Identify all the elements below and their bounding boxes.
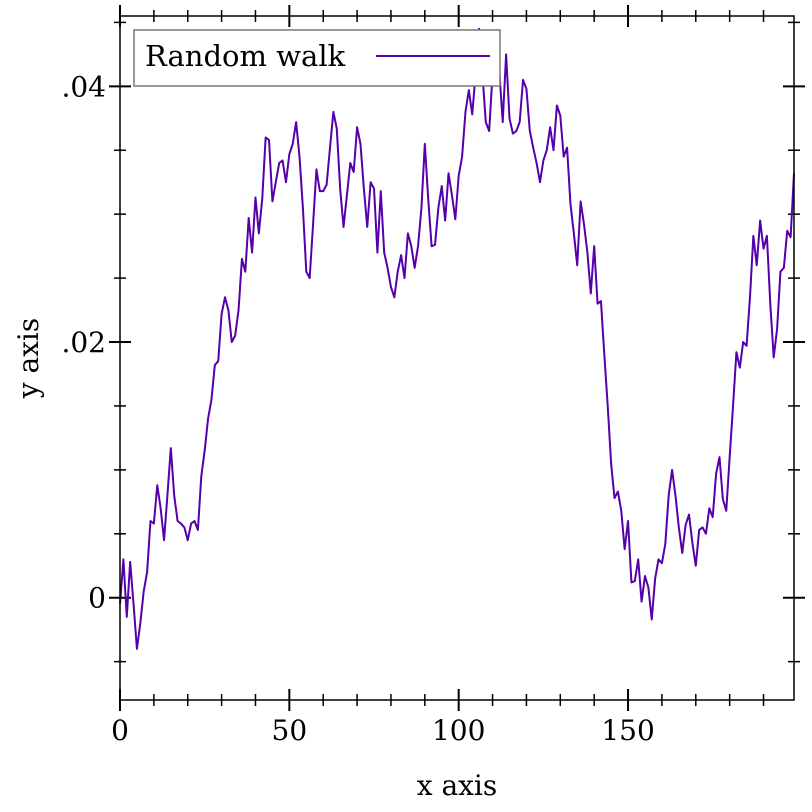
x-tick-label: 0	[111, 714, 129, 747]
legend-label-random-walk: Random walk	[145, 39, 346, 73]
y-tick-label: .02	[61, 326, 106, 359]
x-tick-label: 50	[272, 714, 308, 747]
legend: Random walk	[133, 29, 501, 87]
tick-labels: 0 50 100 150 0 .02 .04	[61, 70, 654, 747]
x-tick-label: 100	[432, 714, 485, 747]
plot-frame	[119, 15, 795, 701]
series-line-random-walk	[119, 27, 795, 650]
axis-ticks	[109, 5, 805, 711]
y-tick-label: .04	[61, 70, 106, 103]
x-axis-label: x axis	[417, 769, 498, 802]
series-lines	[119, 27, 795, 650]
y-tick-label: 0	[88, 582, 106, 615]
x-tick-label: 150	[601, 714, 654, 747]
legend-box	[133, 29, 501, 87]
y-axis-label: y axis	[12, 318, 45, 400]
